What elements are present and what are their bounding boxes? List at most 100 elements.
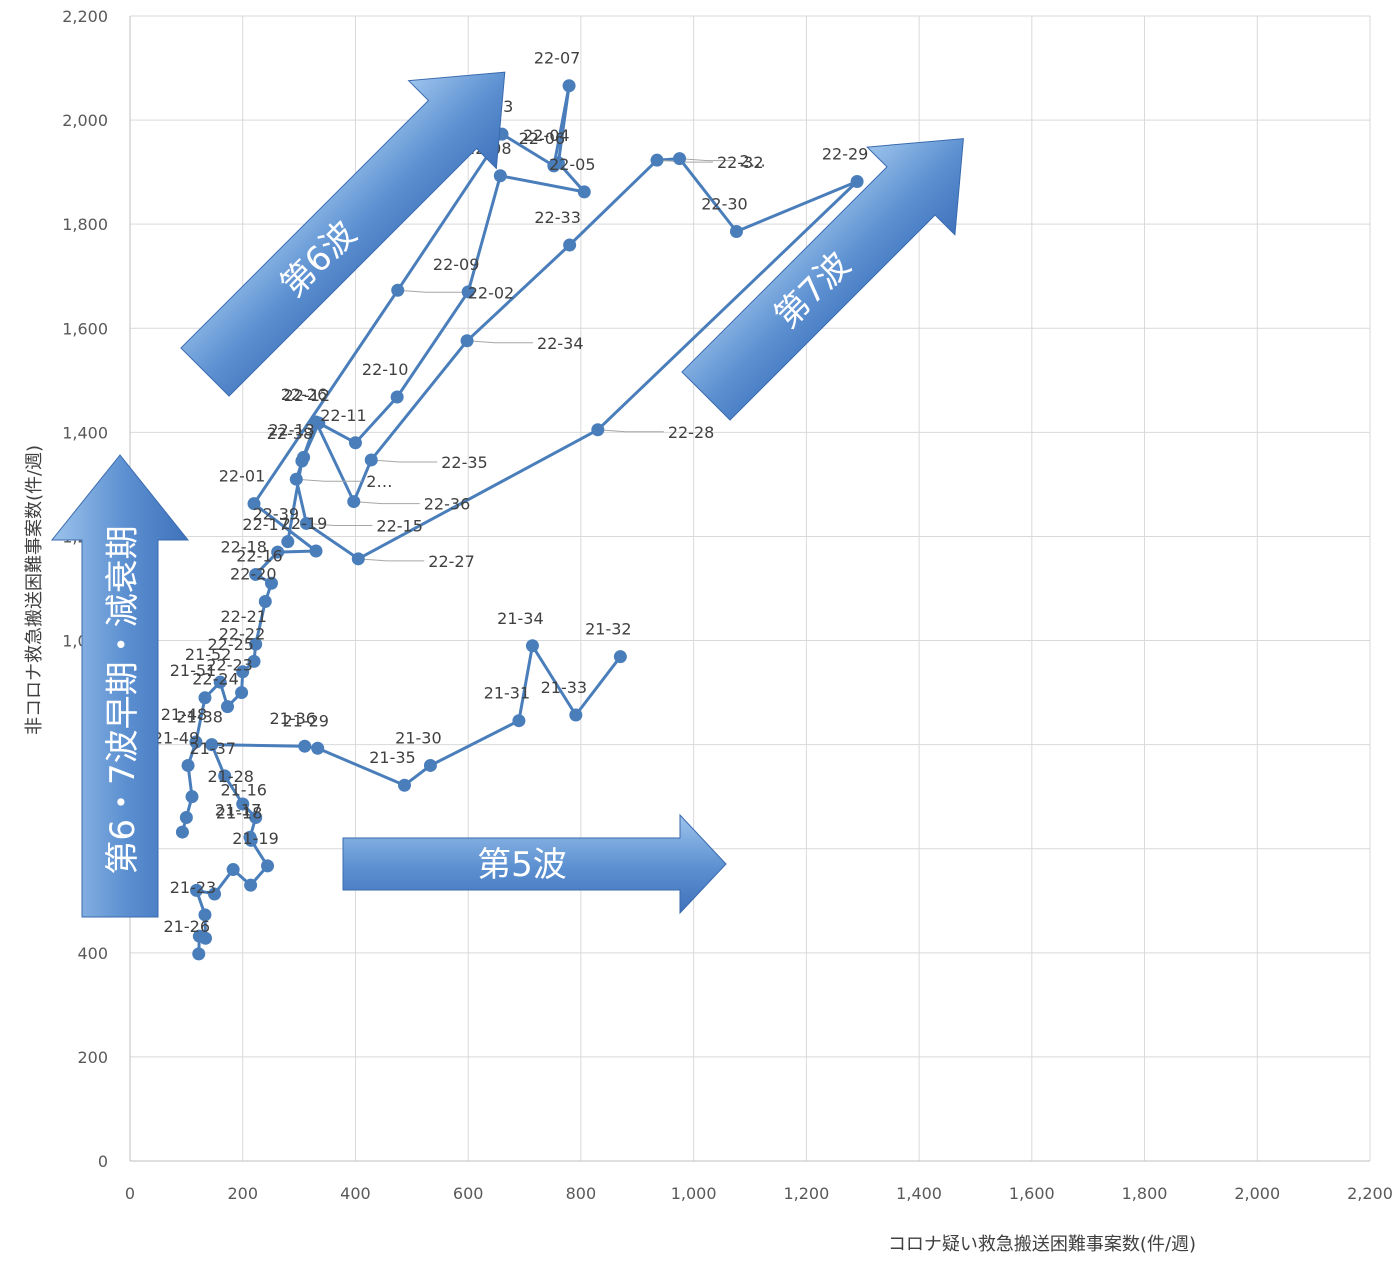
y-tick-label: 2,000 [62,111,108,130]
data-point [189,735,203,749]
point-label: 21-38 [176,708,223,727]
leader-lines [296,158,736,562]
data-point [261,859,275,873]
data-point [729,224,743,238]
point-label: 22-12 [284,386,331,405]
data-point [249,567,263,581]
point-label: 21-23 [170,878,217,897]
point-label: 21-34 [497,609,544,628]
y-axis-title: 非コロナ救急搬送困難事案数(件/週) [24,445,45,735]
leader-line [597,429,664,433]
data-point [493,169,507,183]
point-label: 22-09 [433,255,480,274]
point-label: 22-04 [523,126,570,145]
point-label: 21-28 [207,767,254,786]
point-label: 21-19 [232,829,279,848]
data-point [348,436,362,450]
point-label: 22-26 [281,385,328,404]
x-axis-title: コロナ疑い救急搬送困難事案数(件/週) [888,1234,1196,1255]
x-tick-label: 1,600 [1009,1184,1055,1203]
data-point [295,454,309,468]
point-label: 22-33 [534,208,581,227]
point-label: 21-52 [185,645,232,664]
leader-line [679,158,736,162]
wave67-early-arrow: 第6・7波早期・減衰期 [50,454,190,918]
point-label: 22-10 [362,360,409,379]
x-tick-label: 2,000 [1234,1184,1280,1203]
x-tick-label: 1,000 [671,1184,717,1203]
data-point [213,675,227,689]
data-point [461,285,475,299]
point-label: 21-51 [170,661,217,680]
point-label: 21-17 [215,800,262,819]
wave5-label: 第5波 [477,845,567,885]
point-label: 22-22 [219,624,266,643]
y-tick-label: 400 [77,944,108,963]
point-label: 22-20 [230,565,277,584]
data-point [673,152,687,166]
wave5-arrow: 第5波 [342,813,727,915]
point-label: 21-35 [369,748,416,767]
leader-line [296,478,363,482]
data-point [397,778,411,792]
data-point [298,739,312,753]
leader-line [397,289,464,293]
point-label: 22-39 [253,505,300,524]
data-point [198,691,212,705]
data-point [299,516,313,530]
point-label: 21-18 [216,803,263,822]
point-label: 22-29 [822,145,869,164]
wave67-early-label: 第6・7波早期・減衰期 [103,525,143,874]
point-label: 22-36 [424,495,471,514]
y-tick-label: 1,400 [62,423,108,442]
data-point [199,931,213,945]
y-tick-label: 1,600 [62,319,108,338]
tick-labels: 0 200 400 600 800 1,000 1,200 1,400 1,600 1,800 2,… [62,7,1393,1203]
data-point [271,545,285,559]
point-label: 22-18 [220,537,267,556]
data-point [247,497,261,511]
point-label: 21-31 [484,684,531,703]
axes [129,16,1370,1162]
data-point [249,637,263,651]
point-label: 22-28 [668,423,715,442]
data-point [179,811,193,824]
gridlines [130,15,1371,1161]
data-point [258,595,272,609]
leader-line [353,501,420,505]
data-point [460,334,474,348]
leader-line [358,558,425,562]
x-tick-label: 600 [453,1184,484,1203]
point-label: 22-16 [236,546,283,565]
data-point [551,156,565,170]
data-point [562,79,576,93]
data-point [185,790,199,804]
point-label: 22-05 [549,155,596,174]
data-point [235,686,249,700]
point-label: 21-33 [541,678,588,697]
point-label: 22-13 [268,420,315,439]
point-label: 22-11 [320,406,367,425]
point-label: 22-02 [468,283,515,302]
data-point [281,535,295,549]
data-point [236,797,250,811]
data-point [364,453,378,467]
point-label: 22-19 [281,514,328,533]
data-point [577,185,591,199]
data-point [236,665,250,679]
data-point [563,238,577,252]
x-tick-label: 1,800 [1122,1184,1168,1203]
point-label: 22-25 [207,635,254,654]
y-tick-label: 200 [77,1048,108,1067]
data-point [591,423,605,437]
x-tick-label: 800 [566,1184,597,1203]
data-point [347,495,361,509]
data-point [249,811,263,824]
data-point [525,639,539,653]
wave6-arrow: 第6波 [180,71,506,397]
data-point [423,758,437,772]
data-point [309,544,323,558]
x-tick-label: 0 [125,1184,135,1203]
point-label: 21-36 [269,709,316,728]
